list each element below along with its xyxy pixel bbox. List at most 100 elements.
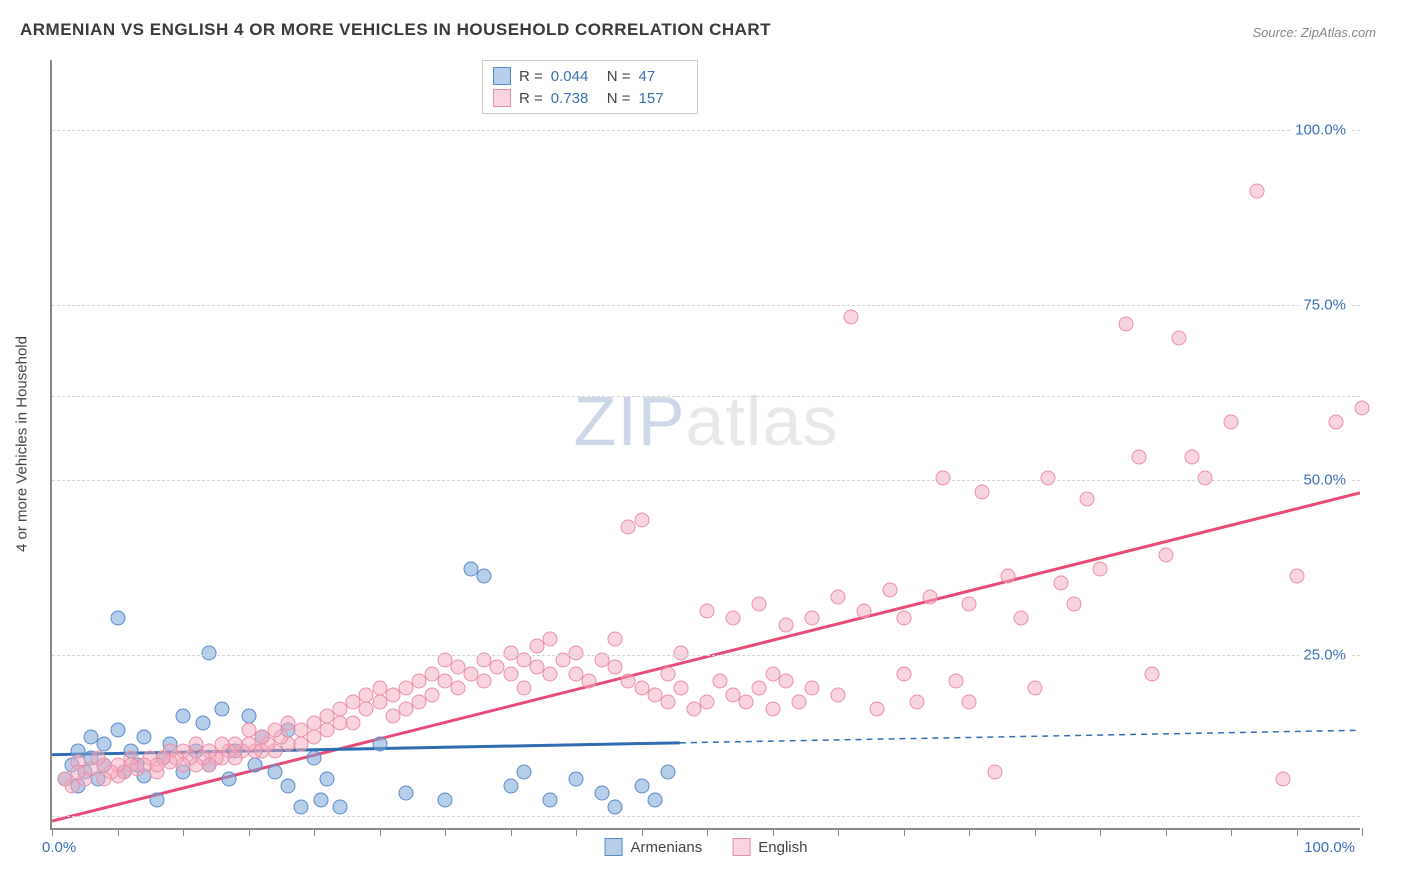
series-legend-item: English: [732, 838, 807, 856]
data-point-pink: [673, 681, 688, 696]
data-point-pink: [254, 730, 269, 745]
data-point-pink: [1119, 317, 1134, 332]
watermark-zip: ZIP: [574, 382, 686, 460]
data-point-pink: [438, 674, 453, 689]
data-point-pink: [778, 674, 793, 689]
plot-area: ZIPatlas 4 or more Vehicles in Household…: [50, 60, 1360, 830]
data-point-pink: [71, 765, 86, 780]
data-point-pink: [1027, 681, 1042, 696]
data-point-pink: [752, 597, 767, 612]
legend-swatch-blue: [605, 838, 623, 856]
data-point-pink: [726, 611, 741, 626]
data-point-blue: [84, 730, 99, 745]
data-point-blue: [372, 737, 387, 752]
y-tick-label: 50.0%: [1299, 472, 1350, 489]
data-point-blue: [267, 765, 282, 780]
data-point-pink: [346, 716, 361, 731]
source-attribution: Source: ZipAtlas.com: [1252, 25, 1376, 40]
data-point-pink: [975, 485, 990, 500]
legend-row-pink: R = 0.738 N = 157: [493, 87, 687, 109]
x-tick: [969, 828, 970, 836]
data-point-pink: [660, 695, 675, 710]
data-point-blue: [149, 793, 164, 808]
data-point-pink: [1355, 401, 1370, 416]
data-point-pink: [189, 737, 204, 752]
data-point-pink: [346, 695, 361, 710]
data-point-pink: [752, 681, 767, 696]
data-point-blue: [195, 716, 210, 731]
legend-r-label: R =: [519, 90, 543, 107]
data-point-blue: [110, 611, 125, 626]
data-point-pink: [293, 737, 308, 752]
data-point-pink: [464, 667, 479, 682]
data-point-pink: [686, 702, 701, 717]
gridline: [52, 130, 1360, 131]
data-point-pink: [673, 646, 688, 661]
data-point-pink: [451, 660, 466, 675]
data-point-pink: [1145, 667, 1160, 682]
data-point-pink: [831, 688, 846, 703]
data-point-pink: [1001, 569, 1016, 584]
pink-trend-line: [52, 493, 1360, 821]
data-point-pink: [896, 611, 911, 626]
series-legend: Armenians English: [605, 838, 808, 856]
data-point-blue: [221, 772, 236, 787]
y-axis-title: 4 or more Vehicles in Household: [14, 336, 31, 552]
data-point-pink: [948, 674, 963, 689]
data-point-pink: [280, 716, 295, 731]
data-point-pink: [713, 674, 728, 689]
x-axis-max-label: 100.0%: [1304, 839, 1355, 856]
x-tick: [314, 828, 315, 836]
data-point-pink: [621, 520, 636, 535]
data-point-pink: [1093, 562, 1108, 577]
chart-title: ARMENIAN VS ENGLISH 4 OR MORE VEHICLES I…: [20, 20, 771, 40]
legend-swatch-pink: [732, 838, 750, 856]
data-point-pink: [569, 667, 584, 682]
data-point-pink: [647, 688, 662, 703]
gridline: [52, 655, 1360, 656]
data-point-pink: [372, 695, 387, 710]
data-point-blue: [569, 772, 584, 787]
watermark-atlas: atlas: [686, 382, 839, 460]
data-point-blue: [202, 646, 217, 661]
x-tick: [576, 828, 577, 836]
data-point-blue: [136, 730, 151, 745]
data-point-pink: [267, 723, 282, 738]
legend-n-value: 47: [639, 68, 687, 85]
data-point-blue: [660, 765, 675, 780]
data-point-pink: [857, 604, 872, 619]
data-point-pink: [241, 723, 256, 738]
data-point-pink: [293, 723, 308, 738]
legend-swatch-pink: [493, 89, 511, 107]
legend-n-label: N =: [607, 90, 631, 107]
data-point-pink: [542, 632, 557, 647]
data-point-pink: [909, 695, 924, 710]
data-point-pink: [778, 618, 793, 633]
legend-swatch-blue: [493, 67, 511, 85]
data-point-pink: [700, 604, 715, 619]
data-point-pink: [320, 709, 335, 724]
series-legend-label: Armenians: [631, 839, 703, 856]
data-point-pink: [1224, 415, 1239, 430]
data-point-pink: [542, 667, 557, 682]
data-point-pink: [385, 688, 400, 703]
data-point-pink: [765, 702, 780, 717]
data-point-blue: [176, 709, 191, 724]
data-point-blue: [438, 793, 453, 808]
data-point-pink: [1053, 576, 1068, 591]
data-point-pink: [621, 674, 636, 689]
gridline: [52, 816, 1360, 817]
data-point-pink: [935, 471, 950, 486]
x-tick: [1035, 828, 1036, 836]
data-point-pink: [503, 646, 518, 661]
data-point-pink: [307, 730, 322, 745]
x-tick: [1297, 828, 1298, 836]
x-tick: [118, 828, 119, 836]
x-tick: [1166, 828, 1167, 836]
data-point-pink: [962, 597, 977, 612]
x-tick: [838, 828, 839, 836]
data-point-pink: [569, 646, 584, 661]
data-point-pink: [765, 667, 780, 682]
data-point-blue: [241, 709, 256, 724]
data-point-blue: [215, 702, 230, 717]
